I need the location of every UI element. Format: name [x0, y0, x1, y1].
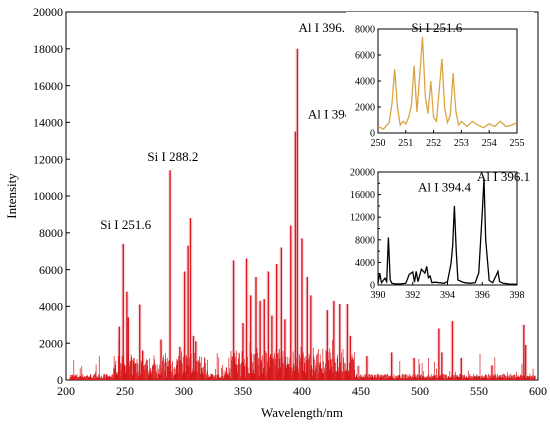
inset-top-y-tick-label: 4000	[355, 77, 375, 88]
inset-bottom-y-tick-label: 4000	[355, 258, 375, 269]
inset-top-x-tick-label: 252	[426, 138, 441, 149]
inset-top-chart: 250 251 252 253 254 255 0 2000 4000 6000 8000 Si I …	[355, 20, 525, 149]
main-x-tick-label: 250	[116, 384, 134, 398]
inset-bottom-series-line	[377, 178, 518, 286]
inset-bottom-background	[336, 158, 536, 304]
inset-top-y-tick-label: 8000	[355, 25, 375, 36]
main-annotation: Al I 396.1	[298, 20, 351, 35]
main-y-tick-label: 6000	[39, 263, 63, 277]
main-y-tick-label: 16000	[33, 79, 63, 93]
inset-bottom-x-tick-label: 394	[440, 290, 455, 301]
main-x-tick-label: 600	[529, 384, 547, 398]
main-y-tick-label: 0	[57, 373, 63, 387]
inset-bottom-y-tick-label: 12000	[350, 213, 375, 224]
main-y-tick-label: 4000	[39, 300, 63, 314]
inset-top-x-tick-label: 250	[371, 138, 386, 149]
inset-bottom-y-tick-label: 0	[370, 281, 375, 292]
main-y-tick-label: 12000	[33, 152, 63, 166]
inset-top-x-tick-label: 254	[482, 138, 497, 149]
inset-bottom-x-tick-label: 398	[510, 290, 525, 301]
inset-top-x-tick-label: 251	[398, 138, 413, 149]
inset-top-x-tick-label: 253	[454, 138, 469, 149]
main-x-tick-label: 300	[175, 384, 193, 398]
inset-bottom-y-tick-label: 16000	[350, 190, 375, 201]
inset-top-series-line	[377, 36, 518, 130]
inset-bottom-y-tick-label: 20000	[350, 168, 375, 179]
main-y-tick-label: 8000	[39, 226, 63, 240]
main-x-tick-label: 550	[470, 384, 488, 398]
main-y-axis-title: Intensity	[4, 173, 19, 219]
main-y-tick-label: 2000	[39, 336, 63, 350]
inset-bottom-x-tick-label: 392	[405, 290, 420, 301]
main-x-tick-label: 450	[352, 384, 370, 398]
inset-bottom-x-tick-label: 390	[371, 290, 386, 301]
main-x-tick-label: 350	[234, 384, 252, 398]
inset-top-x-tick-label: 255	[510, 138, 525, 149]
inset-top-annotation: Si I 251.6	[411, 20, 462, 35]
inset-bottom-y-tick-label: 8000	[355, 235, 375, 246]
inset-top-y-tick-label: 2000	[355, 103, 375, 114]
main-y-tick-label: 10000	[33, 189, 63, 203]
main-y-tick-label: 20000	[33, 5, 63, 19]
main-chart: 200 250 300 350 400 450 500 550 6000200040006000…	[4, 5, 547, 420]
inset-top-y-tick-label: 6000	[355, 51, 375, 62]
inset-bottom-annotation: Al I 396.1	[477, 169, 530, 184]
main-annotation: Si I 251.6	[100, 217, 151, 232]
inset-bottom-chart: 390 392 394 396 398 0 4000 8000 12000 16000 20000 A…	[350, 168, 530, 302]
main-x-tick-label: 400	[293, 384, 311, 398]
main-annotation: Si I 288.2	[147, 149, 198, 164]
inset-top-y-tick-label: 0	[370, 129, 375, 140]
inset-bottom-x-tick-label: 396	[475, 290, 490, 301]
main-x-tick-label: 200	[57, 384, 75, 398]
inset-bottom-annotation: Al I 394.4	[418, 179, 472, 194]
main-y-tick-label: 18000	[33, 42, 63, 56]
main-x-tick-label: 500	[411, 384, 429, 398]
main-y-tick-label: 14000	[33, 116, 63, 130]
main-x-axis-title: Wavelength/nm	[261, 405, 343, 420]
